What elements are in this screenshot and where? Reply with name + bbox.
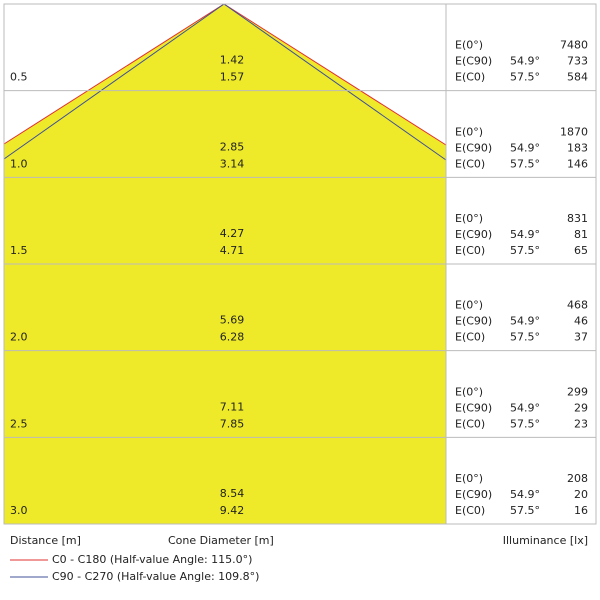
- illuminance-value: 733: [567, 55, 588, 68]
- legend-label: C0 - C180 (Half-value Angle: 115.0°): [52, 553, 252, 566]
- illuminance-value: 37: [574, 331, 588, 344]
- illuminance-label: E(C0): [455, 417, 485, 430]
- illuminance-value: 16: [574, 504, 588, 517]
- illuminance-value: 81: [574, 228, 588, 241]
- diameter-value: 1.57: [220, 71, 245, 84]
- illuminance-label: E(C0): [455, 157, 485, 170]
- c0-edge: [223, 3, 447, 146]
- diameter-value: 6.28: [220, 331, 245, 344]
- distance-label: 3.0: [10, 504, 28, 517]
- diameter-value: 5.69: [220, 314, 245, 327]
- legend-label: C90 - C270 (Half-value Angle: 109.8°): [52, 570, 259, 583]
- illuminance-value: 65: [574, 244, 588, 257]
- illuminance-label: E(0°): [455, 472, 483, 485]
- diameter-value: 4.71: [220, 244, 245, 257]
- illuminance-label: E(C0): [455, 504, 485, 517]
- distance-label: 2.0: [10, 331, 28, 344]
- angle-value: 54.9°: [510, 488, 540, 501]
- illuminance-label: E(C90): [455, 55, 492, 68]
- angle-value: 54.9°: [510, 401, 540, 414]
- diameter-value: 1.42: [220, 54, 245, 67]
- diameter-value: 7.11: [220, 400, 245, 413]
- illuminance-label: E(0°): [455, 299, 483, 312]
- distance-label: 1.5: [10, 244, 28, 257]
- angle-value: 57.5°: [510, 244, 540, 257]
- footer-label: Illuminance [lx]: [503, 534, 588, 547]
- footer-label: Cone Diameter [m]: [168, 534, 274, 547]
- illuminance-label: E(0°): [455, 39, 483, 52]
- illuminance-value: 299: [567, 385, 588, 398]
- angle-value: 57.5°: [510, 331, 540, 344]
- illuminance-label: E(C90): [455, 228, 492, 241]
- angle-value: 54.9°: [510, 55, 540, 68]
- illuminance-label: E(0°): [455, 385, 483, 398]
- illuminance-label: E(C90): [455, 401, 492, 414]
- diameter-value: 2.85: [220, 140, 245, 153]
- c0-edge: [3, 3, 225, 145]
- illuminance-label: E(C90): [455, 488, 492, 501]
- illuminance-value: 29: [574, 401, 588, 414]
- angle-value: 57.5°: [510, 157, 540, 170]
- illuminance-value: 46: [574, 315, 588, 328]
- illuminance-value: 183: [567, 141, 588, 154]
- distance-label: 2.5: [10, 417, 28, 430]
- angle-value: 57.5°: [510, 417, 540, 430]
- illuminance-label: E(0°): [455, 212, 483, 225]
- diameter-value: 7.85: [220, 417, 245, 430]
- angle-value: 54.9°: [510, 315, 540, 328]
- illuminance-label: E(C0): [455, 71, 485, 84]
- illuminance-label: E(C0): [455, 244, 485, 257]
- diameter-value: 9.42: [220, 504, 245, 517]
- illuminance-value: 208: [567, 472, 588, 485]
- illuminance-value: 23: [574, 417, 588, 430]
- illuminance-value: 831: [567, 212, 588, 225]
- illuminance-value: 7480: [560, 39, 588, 52]
- diameter-value: 3.14: [220, 157, 245, 170]
- angle-value: 54.9°: [510, 228, 540, 241]
- illuminance-label: E(C90): [455, 141, 492, 154]
- illuminance-value: 20: [574, 488, 588, 501]
- illuminance-value: 584: [567, 71, 588, 84]
- footer-label: Distance [m]: [10, 534, 81, 547]
- illuminance-label: E(0°): [455, 125, 483, 138]
- diameter-value: 4.27: [220, 227, 245, 240]
- angle-value: 57.5°: [510, 71, 540, 84]
- c90-edge: [3, 3, 225, 160]
- diameter-value: 8.54: [220, 487, 245, 500]
- angle-value: 57.5°: [510, 504, 540, 517]
- distance-label: 1.0: [10, 157, 28, 170]
- illuminance-value: 146: [567, 157, 588, 170]
- c90-edge: [223, 3, 447, 161]
- illuminance-label: E(C90): [455, 315, 492, 328]
- illuminance-value: 1870: [560, 125, 588, 138]
- illuminance-value: 468: [567, 299, 588, 312]
- angle-value: 54.9°: [510, 141, 540, 154]
- distance-label: 0.5: [10, 71, 28, 84]
- illuminance-label: E(C0): [455, 331, 485, 344]
